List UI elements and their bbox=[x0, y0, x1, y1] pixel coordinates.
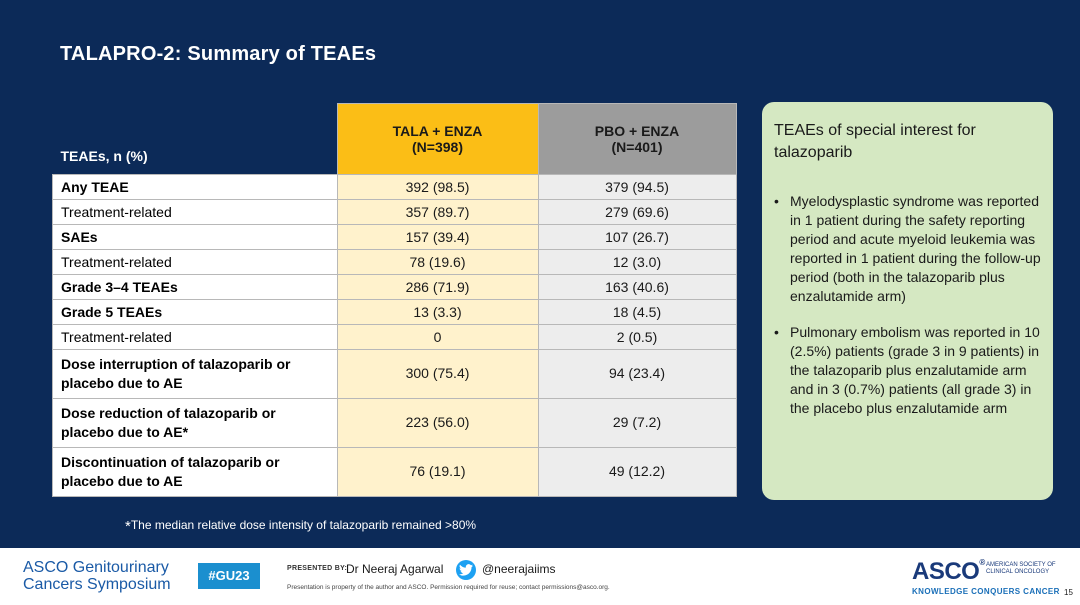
header-pbo-name: PBO + ENZA bbox=[594, 122, 680, 139]
row-label: Dose reduction of talazoparib or placebo… bbox=[52, 397, 338, 448]
twitter-handle: @neerajaiims bbox=[482, 562, 556, 576]
teae-table: TEAEs, n (%) TALA + ENZA (N=398) PBO + E… bbox=[52, 103, 737, 497]
header-label: TEAEs, n (%) bbox=[52, 103, 337, 174]
special-interest-panel: TEAEs of special interest for talazopari… bbox=[762, 102, 1053, 500]
disclaimer-text: Presentation is property of the author a… bbox=[287, 584, 610, 591]
table-row: Discontinuation of talazoparib or placeb… bbox=[52, 446, 737, 497]
header-pbo-n: (N=401) bbox=[611, 138, 663, 155]
row-label-line1: Dose interruption of talazoparib or bbox=[61, 355, 291, 372]
tala-value: 78 (19.6) bbox=[336, 248, 539, 275]
tala-value: 13 (3.3) bbox=[336, 298, 539, 325]
table-header-row: TEAEs, n (%) TALA + ENZA (N=398) PBO + E… bbox=[52, 103, 737, 175]
table-row: Grade 5 TEAEs 13 (3.3) 18 (4.5) bbox=[52, 298, 737, 325]
tala-value: 286 (71.9) bbox=[336, 273, 539, 300]
row-label-line1: Discontinuation of talazoparib or bbox=[61, 453, 280, 470]
bullet-text: Myelodysplastic syndrome was reported in… bbox=[790, 193, 1041, 304]
table-row: Any TEAE 392 (98.5) 379 (94.5) bbox=[52, 173, 737, 200]
table-row: Treatment-related 0 2 (0.5) bbox=[52, 323, 737, 350]
tala-value: 357 (89.7) bbox=[336, 198, 539, 225]
registered-mark: ® bbox=[979, 558, 985, 567]
footnote-marker: * bbox=[125, 518, 131, 535]
panel-title: TEAEs of special interest for talazopari… bbox=[774, 122, 976, 161]
brand-line2: Cancers Symposium bbox=[23, 576, 171, 593]
table-row: Treatment-related 78 (19.6) 12 (3.0) bbox=[52, 248, 737, 275]
page-number: 15 bbox=[1064, 588, 1073, 597]
tala-value: 157 (39.4) bbox=[336, 223, 539, 250]
tala-value: 0 bbox=[336, 323, 539, 350]
header-tala-n: (N=398) bbox=[412, 138, 463, 155]
pbo-value: 2 (0.5) bbox=[537, 323, 737, 350]
pbo-value: 107 (26.7) bbox=[537, 223, 737, 250]
pbo-value: 94 (23.4) bbox=[537, 348, 737, 399]
asco-tagline: AMERICAN SOCIETY OF CLINICAL ONCOLOGY bbox=[986, 562, 1056, 575]
slide-title: TALAPRO-2: Summary of TEAEs bbox=[60, 43, 377, 65]
row-label: Treatment-related bbox=[52, 198, 338, 225]
asco-logo-text: ASCO bbox=[912, 558, 980, 585]
row-label: Treatment-related bbox=[52, 248, 338, 275]
twitter-icon bbox=[456, 560, 476, 580]
bullet-icon: • bbox=[774, 193, 779, 209]
footnote: *The median relative dose intensity of t… bbox=[125, 518, 476, 535]
table-row: Dose reduction of talazoparib or placebo… bbox=[52, 397, 737, 448]
bullet-text: Pulmonary embolism was reported in 10 (2… bbox=[790, 324, 1040, 416]
table-row: SAEs 157 (39.4) 107 (26.7) bbox=[52, 223, 737, 250]
list-item: • Myelodysplastic syndrome was reported i… bbox=[772, 192, 1044, 306]
row-label: Grade 5 TEAEs bbox=[52, 298, 338, 325]
pbo-value: 163 (40.6) bbox=[537, 273, 737, 300]
footnote-text: The median relative dose intensity of ta… bbox=[130, 518, 477, 532]
pbo-value: 379 (94.5) bbox=[537, 173, 737, 200]
tala-value: 300 (75.4) bbox=[336, 348, 539, 399]
panel-bullet-list: • Myelodysplastic syndrome was reported i… bbox=[772, 192, 1044, 435]
row-label-line2: placebo due to AE bbox=[61, 472, 183, 489]
tala-value: 223 (56.0) bbox=[336, 397, 539, 448]
gu-symposium-logo: ASCO Genitourinary Cancers Symposium bbox=[23, 559, 171, 593]
asco-logo: ASCO® bbox=[912, 558, 985, 586]
row-label: Any TEAE bbox=[52, 173, 338, 200]
table-row: Treatment-related 357 (89.7) 279 (69.6) bbox=[52, 198, 737, 225]
footer-bar: ASCO Genitourinary Cancers Symposium #GU… bbox=[0, 548, 1080, 605]
pbo-value: 18 (4.5) bbox=[537, 298, 737, 325]
slide: TALAPRO-2: Summary of TEAEs TEAEs, n (%)… bbox=[52, 43, 1053, 535]
brand-line1: ASCO Genitourinary bbox=[23, 559, 169, 576]
row-label: Treatment-related bbox=[52, 323, 338, 350]
header-tala-name: TALA + ENZA bbox=[392, 122, 483, 139]
row-label: Grade 3–4 TEAEs bbox=[52, 273, 338, 300]
header-pbo-enza: PBO + ENZA (N=401) bbox=[537, 103, 737, 175]
header-tala-enza: TALA + ENZA (N=398) bbox=[336, 103, 539, 175]
asco-slogan: KNOWLEDGE CONQUERS CANCER bbox=[912, 587, 1060, 596]
row-label: Discontinuation of talazoparib or placeb… bbox=[52, 446, 338, 497]
row-label: Dose interruption of talazoparib or plac… bbox=[52, 348, 338, 399]
pbo-value: 279 (69.6) bbox=[537, 198, 737, 225]
tala-value: 392 (98.5) bbox=[336, 173, 539, 200]
row-label-line2: placebo due to AE* bbox=[61, 423, 189, 440]
tala-value: 76 (19.1) bbox=[336, 446, 539, 497]
table-row: Dose interruption of talazoparib or plac… bbox=[52, 348, 737, 399]
list-item: • Pulmonary embolism was reported in 10 (… bbox=[772, 323, 1044, 418]
bullet-icon: • bbox=[774, 324, 779, 340]
row-label-line2: placebo due to AE bbox=[61, 374, 183, 391]
hashtag-badge: #GU23 bbox=[198, 563, 260, 589]
table-row: Grade 3–4 TEAEs 286 (71.9) 163 (40.6) bbox=[52, 273, 737, 300]
presented-by-label: PRESENTED BY: bbox=[287, 565, 348, 572]
row-label-line1: Dose reduction of talazoparib or bbox=[61, 404, 276, 421]
presenter-name: Dr Neeraj Agarwal bbox=[346, 562, 444, 576]
pbo-value: 29 (7.2) bbox=[537, 397, 737, 448]
pbo-value: 12 (3.0) bbox=[537, 248, 737, 275]
row-label: SAEs bbox=[52, 223, 338, 250]
pbo-value: 49 (12.2) bbox=[537, 446, 737, 497]
